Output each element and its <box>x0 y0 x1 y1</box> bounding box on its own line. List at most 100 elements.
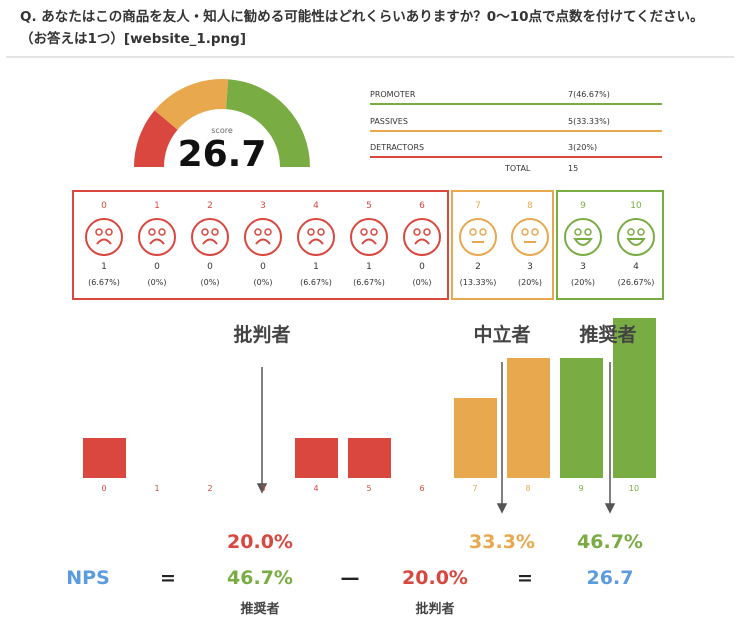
gauge-passives-segment <box>154 79 229 130</box>
arrow-head-icon <box>496 503 508 514</box>
passives-box <box>451 190 554 300</box>
promoters-pct: 46.7% <box>577 531 643 553</box>
score-label: 3 <box>260 201 266 211</box>
sad-face-icon <box>297 218 335 256</box>
score-count: 3 <box>527 262 533 272</box>
gauge-detractors-segment <box>134 110 178 167</box>
score-label: 2 <box>207 201 213 211</box>
total-value: 15 <box>568 164 579 173</box>
gauge-label: score <box>211 126 233 135</box>
summary-line <box>370 156 662 158</box>
passives-pct: 33.3% <box>469 531 535 553</box>
bar-label: 3 <box>260 484 266 493</box>
detractors-box <box>72 190 449 300</box>
score-count: 1 <box>366 262 372 272</box>
summary-label: PASSIVES <box>370 116 408 126</box>
bar-score-4 <box>295 438 338 478</box>
sad-face-icon <box>350 218 388 256</box>
bar-score-10 <box>613 318 656 478</box>
bar-score-8 <box>507 358 550 478</box>
bar-label: 8 <box>525 484 531 493</box>
score-pct: (0%) <box>412 278 432 287</box>
bar-label: 6 <box>419 484 425 493</box>
bar-label: 9 <box>578 484 584 493</box>
summary-value: 7(46.67%) <box>568 90 610 99</box>
score-pct: (0%) <box>200 278 220 287</box>
detractors-heading: 批判者 <box>233 324 291 346</box>
detractors-pct: 20.0% <box>227 531 293 553</box>
formula-promoters: 46.7% <box>227 567 293 589</box>
bar-label: 4 <box>313 484 319 493</box>
score-pct: (6.67%) <box>353 278 385 287</box>
score-count: 2 <box>475 262 481 272</box>
formula-promoters-label: 推奨者 <box>240 602 280 617</box>
arrow-head-icon <box>604 503 616 514</box>
score-pct: (6.67%) <box>88 278 120 287</box>
summary-label: PROMOTER <box>370 90 416 99</box>
score-label: 10 <box>630 201 642 211</box>
happy-face-icon <box>564 218 602 256</box>
score-label: 9 <box>580 201 586 211</box>
bar-score-5 <box>348 438 391 478</box>
score-pct: (26.67%) <box>617 278 655 287</box>
score-label: 1 <box>154 201 160 211</box>
score-label: 4 <box>313 201 319 211</box>
score-count: 0 <box>207 262 213 272</box>
bar-score-7 <box>454 398 497 478</box>
bar-label: 5 <box>366 484 372 493</box>
sad-face-icon <box>85 218 123 256</box>
bar-label: 1 <box>154 484 160 493</box>
summary-line <box>370 103 662 105</box>
summary-value: 5(33.33%) <box>568 116 610 126</box>
score-label: 8 <box>527 201 533 211</box>
bar-label: 2 <box>207 484 213 493</box>
nps-label: NPS <box>66 567 110 589</box>
summary-value: 3(20%) <box>568 143 598 152</box>
score-label: 0 <box>101 201 107 211</box>
gauge-promoters-segment <box>226 79 310 167</box>
score-count: 4 <box>633 262 639 272</box>
score-label: 6 <box>419 201 425 211</box>
bar-score-0 <box>83 438 126 478</box>
question-text: Q. あなたはこの商品を友人・知人に勧める可能性はどれくらいありますか？0〜10… <box>20 9 704 47</box>
score-pct: (0%) <box>253 278 273 287</box>
sad-face-icon <box>191 218 229 256</box>
summary-label: DETRACTORS <box>370 143 425 152</box>
score-count: 0 <box>154 262 160 272</box>
bar-label: 10 <box>628 484 640 493</box>
score-count: 0 <box>260 262 266 272</box>
summary-line <box>370 129 662 132</box>
gauge-score: 26.7 <box>177 134 267 175</box>
bar-label: 0 <box>101 484 107 493</box>
arrow-head-icon <box>256 483 268 494</box>
total-label: TOTAL <box>505 164 531 173</box>
neutral-face-icon <box>511 218 549 256</box>
passives-heading: 中立者 <box>473 324 531 346</box>
equals-sign: = <box>160 567 176 589</box>
nps-result: 26.7 <box>586 567 634 589</box>
divider <box>6 56 734 58</box>
score-pct: (20%) <box>517 278 543 287</box>
sad-face-icon <box>403 218 441 256</box>
happy-face-icon <box>617 218 655 256</box>
score-count: 3 <box>580 262 586 272</box>
equals-sign: = <box>517 567 533 589</box>
score-label: 5 <box>366 201 372 211</box>
bar-label: 7 <box>472 484 478 493</box>
minus-sign: — <box>340 567 360 589</box>
neutral-face-icon <box>459 218 497 256</box>
score-count: 1 <box>313 262 319 272</box>
promoters-box <box>556 190 664 300</box>
formula-detractors: 20.0% <box>402 567 468 589</box>
sad-face-icon <box>244 218 282 256</box>
score-count: 0 <box>419 262 425 272</box>
score-pct: (6.67%) <box>300 278 332 287</box>
promoters-heading: 推奨者 <box>579 324 637 346</box>
score-label: 7 <box>475 201 481 211</box>
score-pct: (20%) <box>570 278 596 287</box>
score-pct: (13.33%) <box>459 278 497 287</box>
score-pct: (0%) <box>147 278 167 287</box>
score-count: 1 <box>101 262 107 272</box>
